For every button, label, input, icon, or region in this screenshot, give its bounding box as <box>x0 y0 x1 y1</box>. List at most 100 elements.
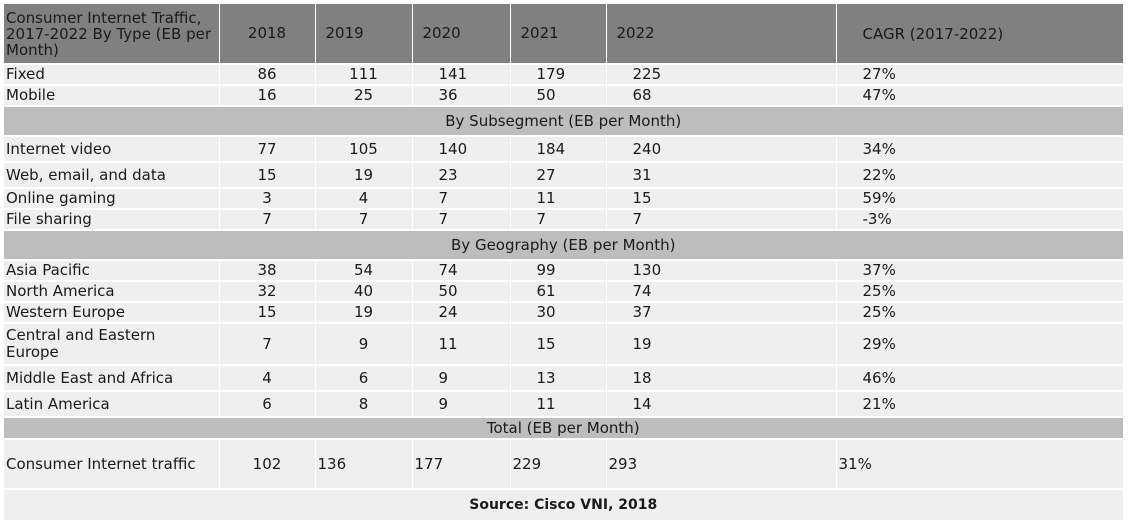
cell-2022: 7 <box>606 209 837 231</box>
cell-cagr: 34% <box>836 136 1124 163</box>
cell-2018: 7 <box>219 323 316 366</box>
cell-2020: 36 <box>412 85 511 107</box>
cell-2022: 68 <box>606 85 837 107</box>
row-label: Internet video <box>4 136 220 163</box>
cell-2019: 8 <box>315 391 413 418</box>
cell-2020: 9 <box>412 391 511 418</box>
row-label: Online gaming <box>4 188 220 210</box>
table-header-row: Consumer Internet Traffic, 2017-2022 By … <box>4 4 1124 65</box>
cell-2022: 37 <box>606 302 837 324</box>
cell-2021: 11 <box>510 391 607 418</box>
cell-cagr: 21% <box>836 391 1124 418</box>
traffic-table: Consumer Internet Traffic, 2017-2022 By … <box>4 4 1124 522</box>
header-cagr: CAGR (2017-2022) <box>836 4 1124 65</box>
cell-2019: 4 <box>315 188 413 210</box>
cell-2021: 179 <box>510 64 607 86</box>
cell-2018: 3 <box>219 188 316 210</box>
cell-cagr: 31% <box>836 439 1124 490</box>
cell-2018: 6 <box>219 391 316 418</box>
section-header-row: By Subsegment (EB per Month) <box>4 106 1124 137</box>
cell-2022: 293 <box>606 439 837 490</box>
cell-2020: 11 <box>412 323 511 366</box>
cell-2019: 6 <box>315 365 413 392</box>
cell-2019: 105 <box>315 136 413 163</box>
cell-2019: 136 <box>315 439 413 490</box>
cell-2021: 7 <box>510 209 607 231</box>
cell-2021: 11 <box>510 188 607 210</box>
cell-2018: 16 <box>219 85 316 107</box>
cell-2021: 184 <box>510 136 607 163</box>
row-label: Middle East and Africa <box>4 365 220 392</box>
cell-cagr: 22% <box>836 162 1124 189</box>
table-row: Asia Pacific 38 54 74 99 130 37% <box>4 260 1124 282</box>
row-label: Asia Pacific <box>4 260 220 282</box>
cell-2019: 111 <box>315 64 413 86</box>
cell-2019: 25 <box>315 85 413 107</box>
cell-2021: 61 <box>510 281 607 303</box>
table-row: File sharing 7 7 7 7 7 -3% <box>4 209 1124 231</box>
table-row: North America 32 40 50 61 74 25% <box>4 281 1124 303</box>
row-label: Consumer Internet traffic <box>4 439 220 490</box>
cell-2022: 240 <box>606 136 837 163</box>
row-label: Fixed <box>4 64 220 86</box>
cell-2019: 19 <box>315 162 413 189</box>
cell-2018: 15 <box>219 162 316 189</box>
row-label: File sharing <box>4 209 220 231</box>
row-label: Mobile <box>4 85 220 107</box>
header-label: Consumer Internet Traffic, 2017-2022 By … <box>4 4 220 65</box>
section-title: Total (EB per Month) <box>4 417 1124 440</box>
cell-2019: 19 <box>315 302 413 324</box>
cell-cagr: 46% <box>836 365 1124 392</box>
cell-2020: 141 <box>412 64 511 86</box>
cell-2019: 7 <box>315 209 413 231</box>
header-year-2018: 2018 <box>219 4 316 65</box>
table-row: Latin America 6 8 9 11 14 21% <box>4 391 1124 418</box>
cell-2021: 30 <box>510 302 607 324</box>
section-header-row: By Geography (EB per Month) <box>4 230 1124 261</box>
header-year-2019: 2019 <box>315 4 413 65</box>
cell-cagr: 37% <box>836 260 1124 282</box>
cell-2020: 177 <box>412 439 511 490</box>
cell-2021: 27 <box>510 162 607 189</box>
cell-2018: 38 <box>219 260 316 282</box>
header-year-2020: 2020 <box>412 4 511 65</box>
table-row: Internet video 77 105 140 184 240 34% <box>4 136 1124 163</box>
cell-2020: 24 <box>412 302 511 324</box>
cell-2019: 9 <box>315 323 413 366</box>
cell-2018: 32 <box>219 281 316 303</box>
cell-2020: 50 <box>412 281 511 303</box>
table-row: Consumer Internet traffic 102 136 177 229 293… <box>4 439 1124 490</box>
table-row: Central and Eastern Europe 7 9 11 15 19 29% <box>4 323 1124 366</box>
cell-2021: 50 <box>510 85 607 107</box>
cell-2022: 225 <box>606 64 837 86</box>
source-row: Source: Cisco VNI, 2018 <box>4 489 1124 522</box>
cell-2021: 229 <box>510 439 607 490</box>
cell-2019: 54 <box>315 260 413 282</box>
section-header-row: Total (EB per Month) <box>4 417 1124 440</box>
cell-cagr: 25% <box>836 302 1124 324</box>
cell-cagr: 29% <box>836 323 1124 366</box>
cell-2018: 15 <box>219 302 316 324</box>
cell-2022: 74 <box>606 281 837 303</box>
row-label: Web, email, and data <box>4 162 220 189</box>
row-label: Latin America <box>4 391 220 418</box>
table-row: Fixed 86 111 141 179 225 27% <box>4 64 1124 86</box>
cell-2021: 15 <box>510 323 607 366</box>
cell-cagr: 25% <box>836 281 1124 303</box>
cell-2018: 77 <box>219 136 316 163</box>
cell-2020: 23 <box>412 162 511 189</box>
row-label: Central and Eastern Europe <box>4 323 220 366</box>
cell-2022: 14 <box>606 391 837 418</box>
row-label: Western Europe <box>4 302 220 324</box>
header-year-2022: 2022 <box>606 4 837 65</box>
cell-2020: 7 <box>412 188 511 210</box>
section-title: By Geography (EB per Month) <box>4 230 1124 261</box>
section-title: By Subsegment (EB per Month) <box>4 106 1124 137</box>
table-row: Middle East and Africa 4 6 9 13 18 46% <box>4 365 1124 392</box>
table-row: Western Europe 15 19 24 30 37 25% <box>4 302 1124 324</box>
table-row: Mobile 16 25 36 50 68 47% <box>4 85 1124 107</box>
source-note: Source: Cisco VNI, 2018 <box>4 489 1124 522</box>
row-label: North America <box>4 281 220 303</box>
cell-2020: 9 <box>412 365 511 392</box>
cell-2018: 4 <box>219 365 316 392</box>
